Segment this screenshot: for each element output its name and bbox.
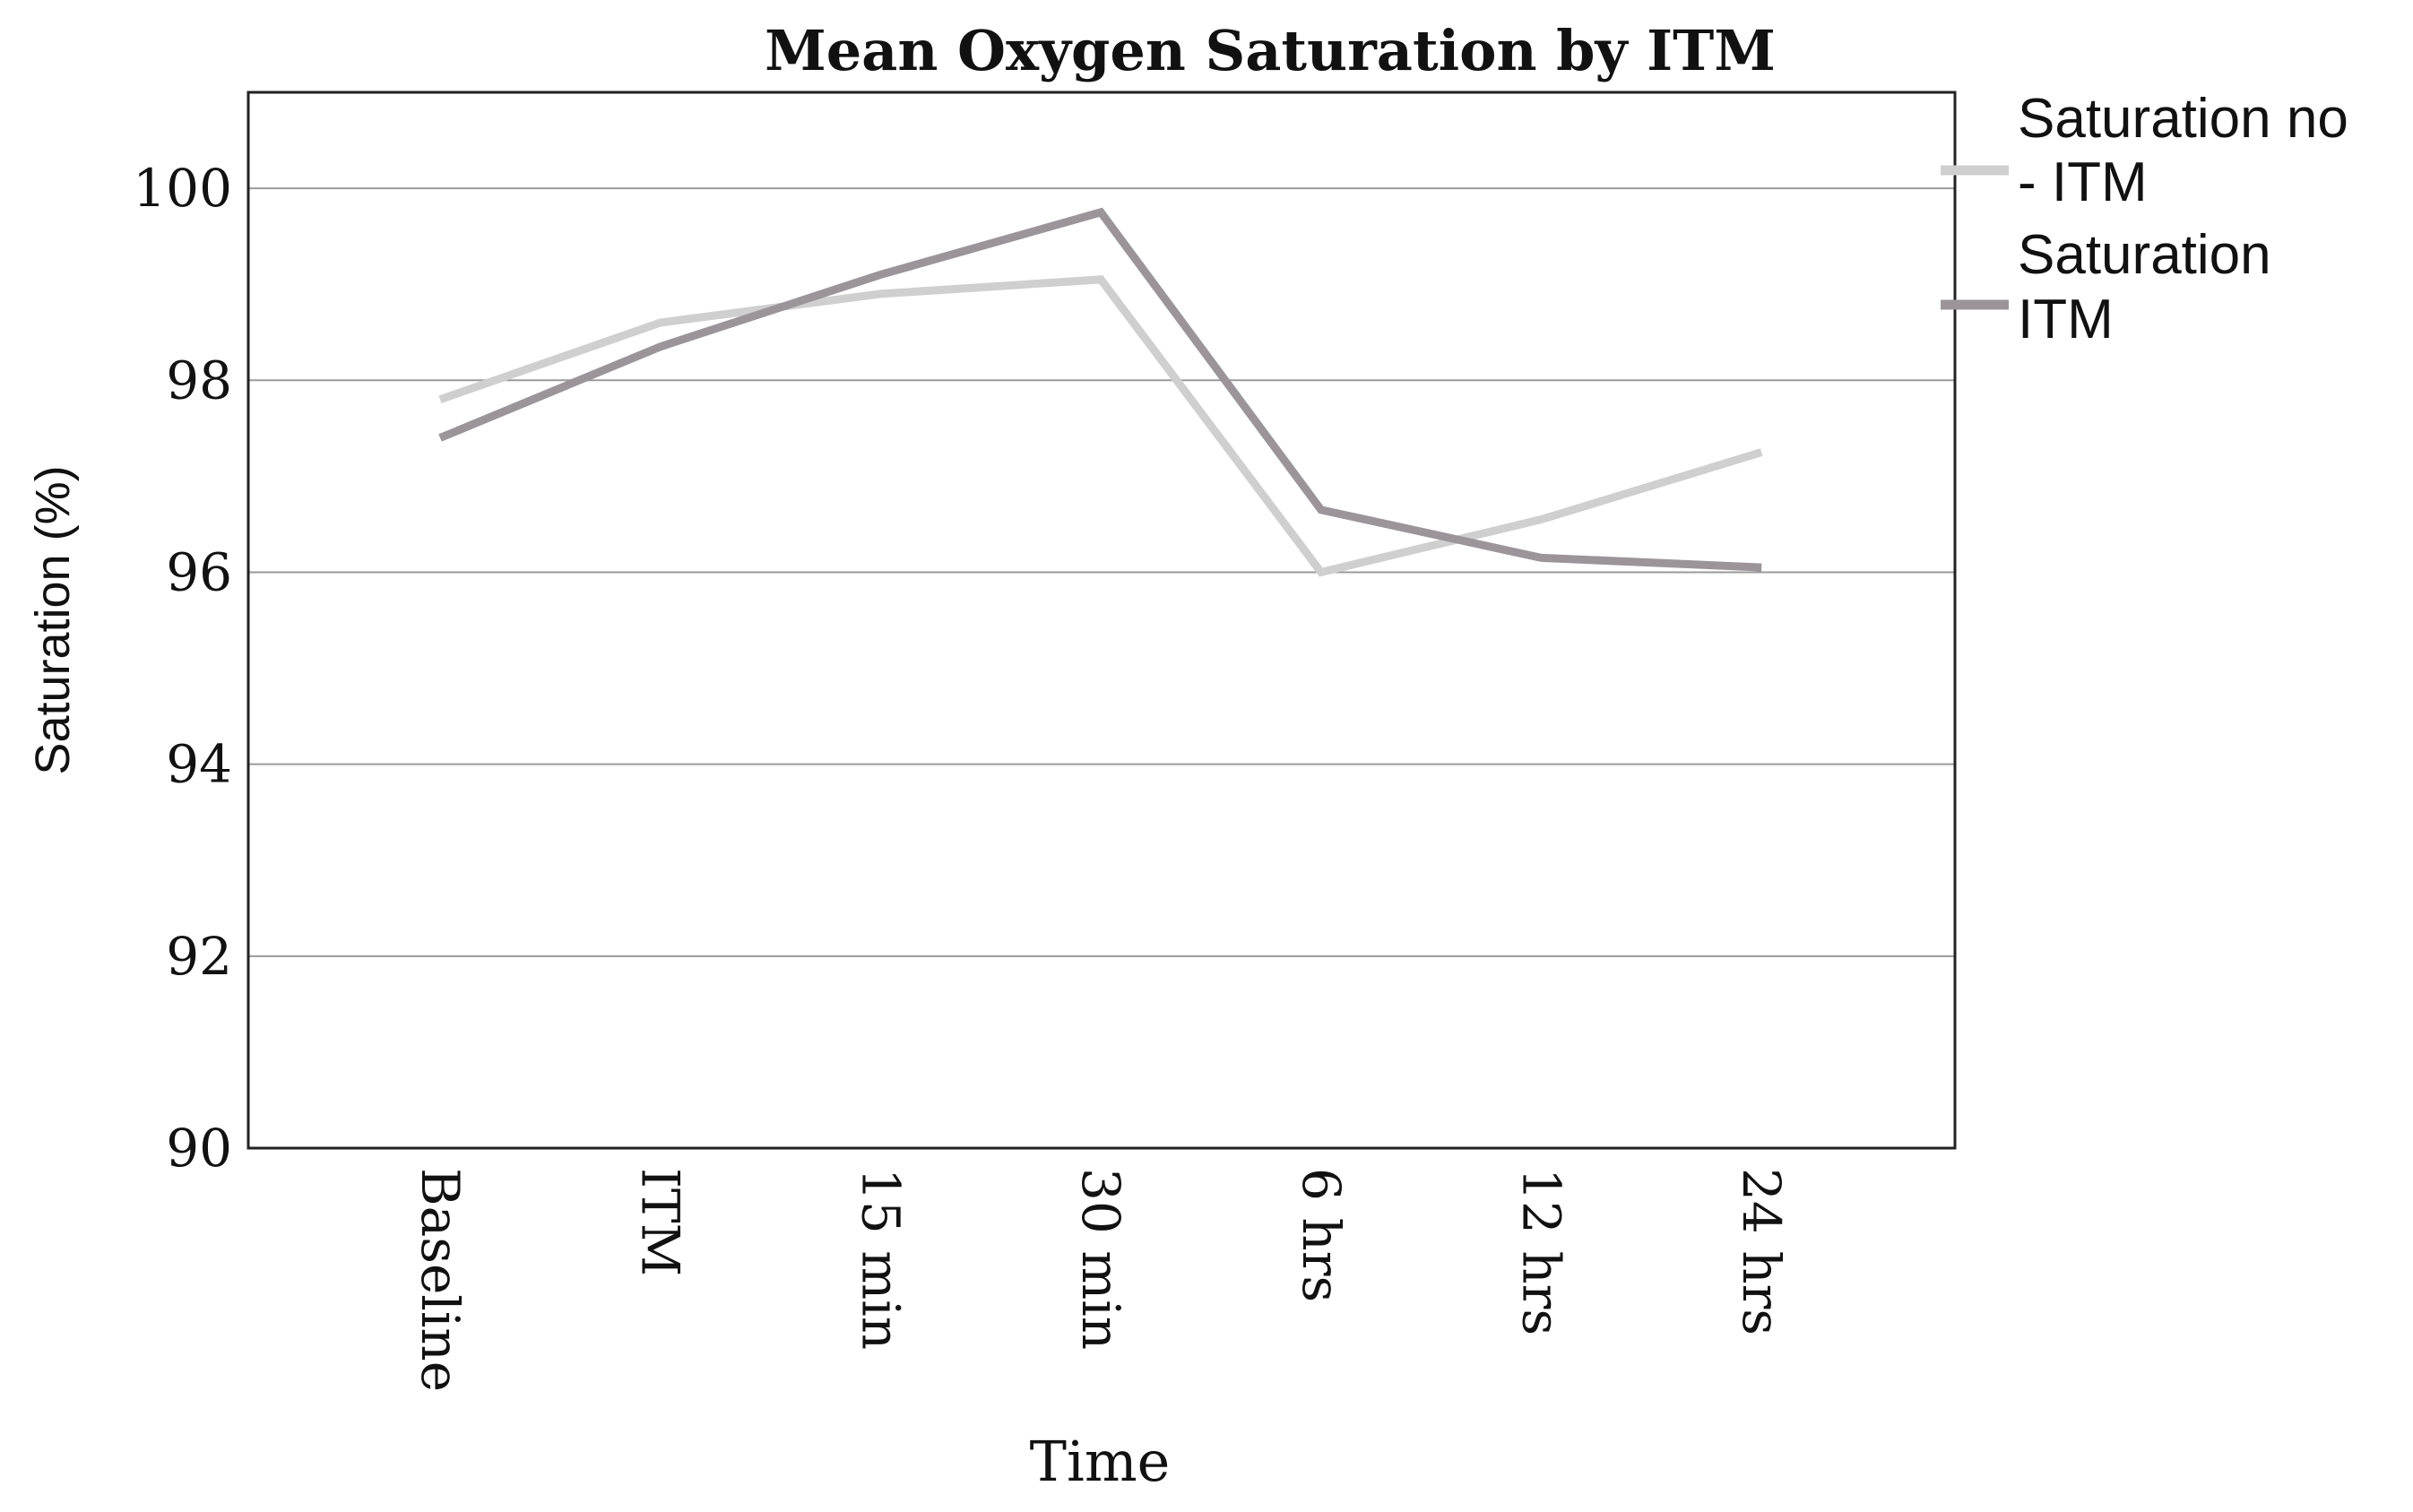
x-tick-label: 24 hrs <box>1731 1168 1792 1335</box>
x-axis-ticks: Baseline ITM 15 min 30 min 6 hrs 12 hrs 24 hrs <box>410 1168 1792 1392</box>
y-tick-label: 92 <box>166 926 232 987</box>
y-tick-label: 94 <box>166 734 232 795</box>
series-line-2 <box>438 207 1762 572</box>
y-tick-label: 96 <box>166 541 232 602</box>
gridlines <box>248 187 1955 957</box>
y-tick-label: 90 <box>166 1118 232 1179</box>
x-axis-label: Time <box>1030 1429 1171 1494</box>
legend-label: - ITM <box>2018 151 2148 213</box>
legend-label: Saturation <box>2018 224 2271 286</box>
x-tick-label: 12 hrs <box>1511 1168 1572 1335</box>
legend-label: Saturation no <box>2018 88 2348 150</box>
y-axis-label: Saturation (%) <box>26 465 80 774</box>
series-lines <box>438 207 1763 577</box>
x-tick-label: 15 min <box>850 1168 911 1350</box>
y-tick-label: 98 <box>166 350 232 410</box>
x-tick-label: 30 min <box>1070 1168 1131 1350</box>
legend-label: ITM <box>2018 289 2114 350</box>
plot-area-frame <box>246 91 1957 1150</box>
series-line-1 <box>438 275 1763 577</box>
x-tick-label: Baseline <box>410 1168 471 1392</box>
chart-title: Mean Oxygen Saturation by ITM <box>765 18 1776 83</box>
y-axis-ticks: 90 92 94 96 98 100 <box>133 158 232 1179</box>
y-tick-label: 100 <box>133 158 232 219</box>
x-tick-label: 6 hrs <box>1291 1168 1352 1302</box>
x-tick-label: ITM <box>630 1168 691 1276</box>
